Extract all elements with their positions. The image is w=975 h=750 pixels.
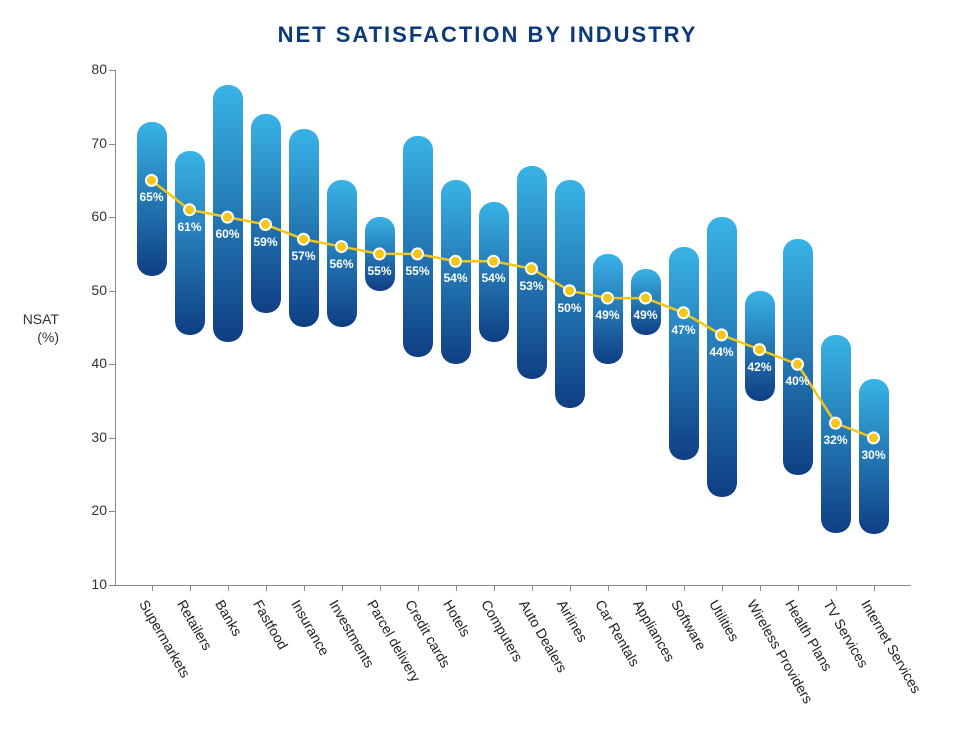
y-tick-mark	[109, 438, 115, 439]
x-tick-mark	[760, 585, 761, 591]
x-tick-mark	[304, 585, 305, 591]
y-tick-label: 40	[67, 355, 107, 371]
range-bar	[783, 239, 813, 474]
value-label: 57%	[291, 249, 315, 263]
y-axis-label: NSAT (%)	[11, 310, 59, 346]
range-bar	[327, 180, 357, 327]
y-tick-label: 80	[67, 61, 107, 77]
value-label: 50%	[557, 301, 581, 315]
x-axis-label: Software	[668, 597, 709, 653]
y-tick-mark	[109, 511, 115, 512]
x-axis-label: Fastfood	[250, 597, 291, 652]
x-tick-mark	[570, 585, 571, 591]
x-axis-label: Airlines	[554, 597, 591, 645]
x-tick-mark	[456, 585, 457, 591]
x-axis-label: Hotels	[440, 597, 474, 639]
x-axis-label: Utilities	[706, 597, 742, 644]
x-tick-mark	[152, 585, 153, 591]
x-tick-mark	[798, 585, 799, 591]
value-label: 53%	[519, 279, 543, 293]
x-tick-mark	[190, 585, 191, 591]
range-bar	[251, 114, 281, 313]
y-tick-label: 60	[67, 208, 107, 224]
y-tick-label: 10	[67, 576, 107, 592]
x-tick-mark	[722, 585, 723, 591]
y-tick-label: 30	[67, 429, 107, 445]
value-label: 54%	[443, 271, 467, 285]
y-tick-label: 20	[67, 502, 107, 518]
y-tick-label: 70	[67, 135, 107, 151]
x-tick-mark	[380, 585, 381, 591]
y-tick-mark	[109, 364, 115, 365]
y-tick-mark	[109, 217, 115, 218]
value-label: 55%	[367, 264, 391, 278]
range-bar	[175, 151, 205, 335]
x-axis-label: Banks	[212, 597, 245, 639]
y-tick-mark	[109, 144, 115, 145]
value-label: 61%	[177, 220, 201, 234]
x-tick-mark	[836, 585, 837, 591]
x-tick-mark	[342, 585, 343, 591]
x-tick-mark	[684, 585, 685, 591]
y-tick-mark	[109, 70, 115, 71]
value-label: 65%	[139, 190, 163, 204]
chart-title: NET SATISFACTION BY INDUSTRY	[0, 22, 975, 48]
x-tick-mark	[266, 585, 267, 591]
value-label: 42%	[747, 360, 771, 374]
value-label: 60%	[215, 227, 239, 241]
range-bar	[555, 180, 585, 408]
y-tick-mark	[109, 291, 115, 292]
value-label: 49%	[595, 308, 619, 322]
value-label: 32%	[823, 433, 847, 447]
value-label: 54%	[481, 271, 505, 285]
y-tick-mark	[109, 585, 115, 586]
x-axis-label: Retailers	[174, 597, 215, 653]
x-tick-mark	[532, 585, 533, 591]
range-bar	[403, 136, 433, 357]
value-label: 30%	[861, 448, 885, 462]
x-tick-mark	[608, 585, 609, 591]
value-label: 59%	[253, 235, 277, 249]
value-label: 40%	[785, 374, 809, 388]
x-axis-label: Internet Services	[858, 597, 924, 696]
value-label: 56%	[329, 257, 353, 271]
x-axis-label: Insurance	[288, 597, 333, 658]
x-tick-mark	[494, 585, 495, 591]
range-bar	[745, 291, 775, 401]
x-tick-mark	[646, 585, 647, 591]
x-tick-mark	[228, 585, 229, 591]
y-tick-label: 50	[67, 282, 107, 298]
range-bar	[517, 166, 547, 379]
range-bar	[365, 217, 395, 291]
value-label: 47%	[671, 323, 695, 337]
x-tick-mark	[418, 585, 419, 591]
range-bar	[289, 129, 319, 328]
x-tick-mark	[874, 585, 875, 591]
nsat-chart: NET SATISFACTION BY INDUSTRY 10 20 30 40 50 6…	[0, 0, 975, 750]
value-label: 55%	[405, 264, 429, 278]
range-bar	[631, 269, 661, 335]
value-label: 49%	[633, 308, 657, 322]
value-label: 44%	[709, 345, 733, 359]
range-bar	[213, 85, 243, 343]
range-bar	[669, 247, 699, 460]
